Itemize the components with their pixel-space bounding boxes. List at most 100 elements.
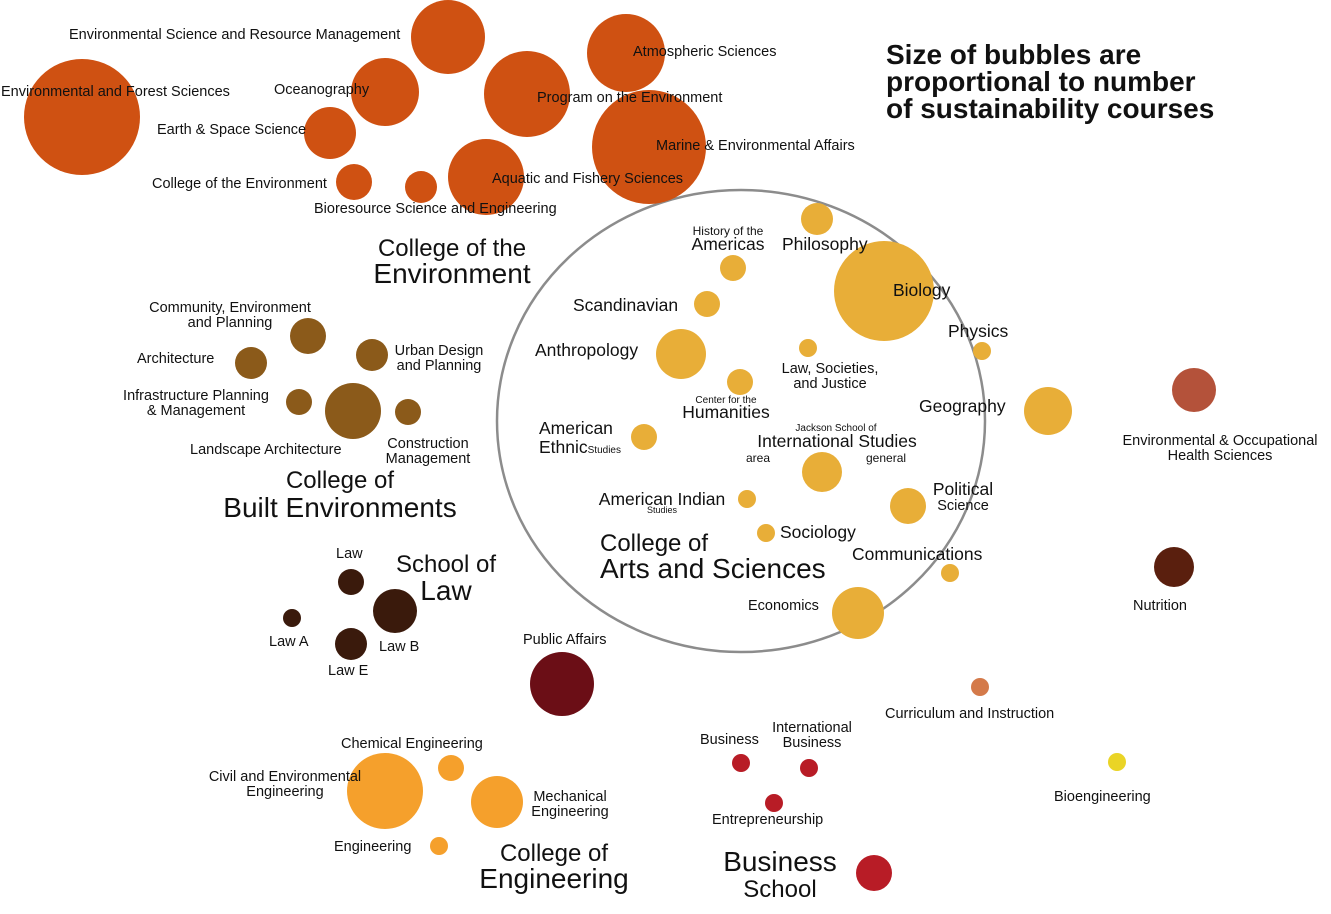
label-line: Engineering — [246, 783, 324, 800]
label-esrm: Environmental Science and Resource Manag… — [69, 27, 401, 43]
label-ess: Earth & Space Science — [157, 122, 307, 138]
anthropology-bubble — [656, 329, 706, 379]
label-line: Science — [937, 497, 989, 514]
cee-bubble — [347, 753, 423, 829]
ess-bubble — [304, 107, 356, 159]
label-geography: Geography — [919, 396, 1006, 416]
label-architecture: Architecture — [137, 351, 215, 367]
label-line: Business — [782, 734, 842, 751]
label-eoh: Environmental & Occupational Health Scie… — [1122, 434, 1317, 463]
label-poe: Program on the Environment — [537, 90, 723, 106]
label-line: Humanities — [682, 402, 770, 422]
jsis-bubble — [802, 452, 842, 492]
label-oceanography: Oceanography — [274, 82, 370, 98]
label-economics: Economics — [748, 598, 819, 614]
label-hota: History of the Americas — [692, 225, 765, 254]
communications-bubble — [941, 564, 959, 582]
law-b-bubble — [373, 589, 417, 633]
group-title-line2: School — [743, 876, 817, 903]
label-engineering: Engineering — [334, 839, 412, 855]
group-title-line1: College of — [499, 840, 609, 867]
entrepreneurship-bubble — [765, 794, 783, 812]
label-line: Americas — [691, 234, 765, 254]
afs-bubble — [448, 139, 524, 215]
label-cm: Construction Management — [386, 437, 471, 466]
group-title-business: Business School — [723, 848, 837, 902]
label-cee: Civil and Environmental Engineering — [209, 770, 361, 799]
label-business: Business — [700, 732, 759, 748]
label-sociology: Sociology — [780, 522, 856, 542]
label-line: Health Sciences — [1167, 447, 1273, 464]
label-bse: Bioresource Science and Engineering — [314, 201, 557, 217]
scandinavian-bubble — [694, 291, 720, 317]
poe-bubble — [484, 51, 570, 137]
business-school-bubble — [856, 855, 892, 891]
cm-bubble — [395, 399, 421, 425]
label-chem-eng: Chemical Engineering — [341, 736, 483, 752]
group-title-environment: College of the Environment — [373, 237, 530, 288]
label-smea: Marine & Environmental Affairs — [656, 138, 855, 154]
polisci-bubble — [890, 488, 926, 524]
group-title-line2: Law — [420, 575, 472, 606]
label-cfh: Center for the Humanities — [682, 396, 770, 422]
label-line: and Justice — [793, 375, 867, 392]
group-title-line2: Environment — [373, 258, 531, 289]
label-afs: Aquatic and Fishery Sciences — [492, 171, 684, 187]
size-note-line3: of sustainability courses — [886, 92, 1215, 124]
label-jsis-2: International Studies — [757, 431, 917, 451]
label-line: and Planning — [396, 357, 482, 374]
label-public-affairs: Public Affairs — [523, 632, 607, 648]
label-cep: Community, Environment and Planning — [149, 301, 311, 330]
group-title-line2: Arts and Sciences — [600, 553, 826, 584]
public-affairs-bubble — [530, 652, 594, 716]
label-landscape-architecture: Landscape Architecture — [190, 442, 342, 458]
ocean-bubble — [351, 58, 419, 126]
group-title-line1: College of — [285, 467, 395, 494]
label-line: Environmental & Occupational — [1122, 433, 1318, 449]
label-jsis-area: area — [746, 451, 771, 465]
label-line: Community, Environment — [149, 300, 311, 316]
philosophy-bubble — [801, 203, 833, 235]
group-title-built-env: College of Built Environments — [223, 469, 456, 522]
lsj-bubble — [799, 339, 817, 357]
label-udp: Urban Design and Planning — [395, 344, 484, 373]
label-line: Law, Societies, — [781, 361, 879, 377]
label-jsis-general: general — [866, 451, 907, 465]
label-nutrition: Nutrition — [1133, 598, 1187, 614]
group-title-line1: College of — [600, 530, 709, 557]
coe-bubble — [336, 164, 372, 200]
label-communications: Communications — [852, 544, 983, 564]
label-bioengineering: Bioengineering — [1054, 789, 1151, 805]
group-title-line1: School of — [395, 551, 497, 578]
chem-eng-bubble — [438, 755, 464, 781]
cfh-bubble — [727, 369, 753, 395]
group-title-line2: Engineering — [479, 863, 629, 894]
cep-bubble — [290, 318, 326, 354]
aes-bubble — [631, 424, 657, 450]
intl-bus-bubble — [800, 759, 818, 777]
nutrition-bubble — [1154, 547, 1194, 587]
label-line: Studies — [646, 504, 678, 515]
label-line: Infrastructure Planning — [123, 388, 269, 404]
law-bubble — [338, 569, 364, 595]
label-polisci: Political Science — [933, 480, 993, 514]
label-law-b: Law B — [379, 639, 420, 655]
label-line: Mechanical — [533, 789, 607, 805]
label-line: American — [539, 418, 613, 438]
label-ipm: Infrastructure Planning & Management — [123, 389, 269, 418]
label-line: & Management — [146, 402, 246, 419]
label-law-a: Law A — [269, 634, 309, 650]
geography-bubble — [1024, 387, 1072, 435]
esrm-bubble — [411, 0, 485, 74]
label-aes: American EthnicStudies — [539, 418, 621, 457]
label-mech: Mechanical Engineering — [531, 790, 608, 819]
group-title-engineering: College of Engineering — [479, 842, 628, 893]
label-jsis-1: Jackson School of — [795, 423, 877, 434]
biology-bubble — [834, 241, 934, 341]
label-physics: Physics — [948, 321, 1009, 341]
label-efs: Environmental and Forest Sciences — [1, 84, 230, 100]
label-law-e: Law E — [328, 663, 369, 679]
size-note-line2: proportional to number — [886, 65, 1196, 97]
size-note: Size of bubbles are proportional to numb… — [886, 41, 1215, 124]
